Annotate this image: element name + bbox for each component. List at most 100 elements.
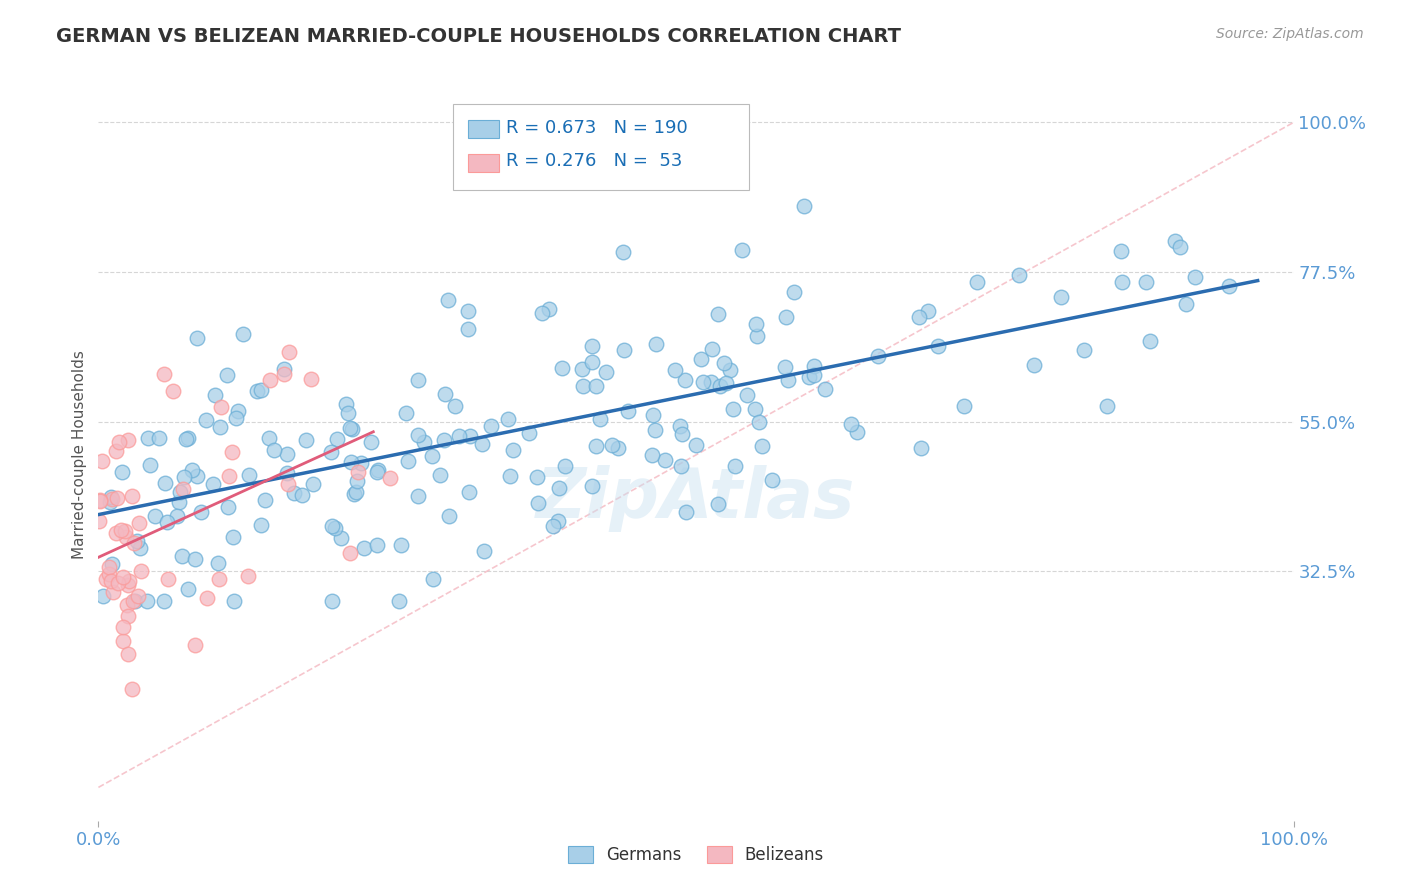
Point [671,427,693,442]
Point [517,425,540,440]
Point [190,505,212,519]
Text: R = 0.673   N = 190: R = 0.673 N = 190 [506,119,688,136]
Point [388,594,411,608]
Point [776,373,799,387]
Point [321,594,343,608]
Point [685,438,707,452]
Point [238,468,260,483]
Point [186,331,208,345]
Point [395,406,418,420]
Point [276,466,298,480]
Point [148,431,170,445]
Point [98,495,121,509]
Point [340,455,363,469]
Point [117,599,139,613]
Point [124,594,146,608]
Point [537,301,560,316]
Point [429,467,451,482]
Point [1007,268,1029,282]
Point [276,447,298,461]
Point [169,485,191,500]
Point [814,382,837,396]
Point [471,437,494,451]
Point [547,514,569,528]
Point [112,569,135,583]
Point [554,458,576,473]
Point [217,500,239,515]
Point [966,275,988,289]
Point [162,384,184,398]
Point [526,469,548,483]
Point [195,591,218,605]
Point [707,498,730,512]
Point [389,538,412,552]
Point [250,383,273,397]
Point [692,376,714,390]
Point [181,463,204,477]
Point [422,572,444,586]
Point [444,400,467,414]
Point [527,496,550,510]
Point [184,638,207,652]
Point [101,557,124,571]
Point [572,379,595,393]
Point [547,482,569,496]
Point [353,541,375,556]
Point [291,488,314,502]
Point [761,474,783,488]
Point [1184,269,1206,284]
Point [231,327,253,342]
Point [277,477,299,491]
Point [166,509,188,524]
Point [157,572,180,586]
Point [283,486,305,500]
Point [1111,275,1133,289]
Point [366,463,388,477]
Point [724,458,747,473]
Point [585,439,607,453]
Point [105,491,128,506]
Point [436,293,458,307]
Point [121,682,143,697]
Text: Source: ZipAtlas.com: Source: ZipAtlas.com [1216,27,1364,41]
Point [439,509,461,524]
Point [433,387,456,401]
Point [217,368,239,382]
Point [669,419,692,434]
Point [278,344,301,359]
Point [496,412,519,426]
Point [803,368,825,382]
Point [186,469,208,483]
Point [654,453,676,467]
Point [111,634,134,648]
Point [1109,244,1132,258]
Point [143,509,166,524]
Point [218,469,240,483]
Point [396,454,419,468]
Point [97,560,120,574]
Point [177,582,200,597]
Point [344,484,367,499]
Point [128,541,150,555]
Point [735,388,758,402]
Point [257,431,280,445]
Point [325,433,347,447]
Text: R = 0.276   N =  53: R = 0.276 N = 53 [506,153,682,170]
Point [412,434,434,449]
Point [408,373,430,387]
Point [336,406,359,420]
Point [225,411,247,425]
Point [745,318,768,332]
Point [846,425,869,440]
Point [204,388,226,402]
Point [927,339,949,353]
Point [172,482,194,496]
Point [1024,358,1046,372]
Point [121,489,143,503]
Point [917,304,939,318]
Point [472,543,495,558]
Point [502,443,524,458]
Point [302,476,325,491]
Point [744,401,766,416]
Point [127,589,149,603]
